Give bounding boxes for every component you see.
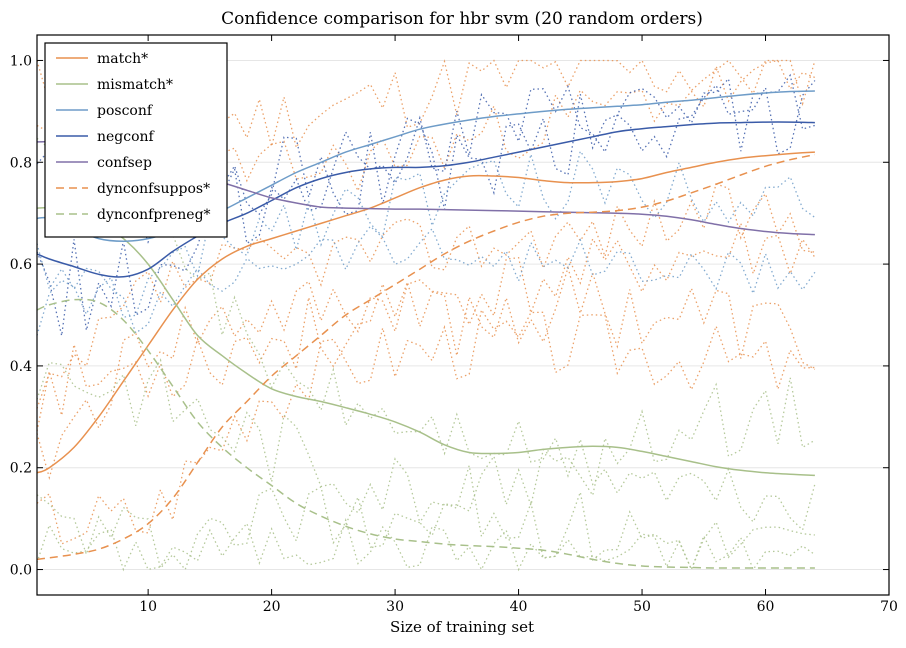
x-tick-label-4: 50 [633,599,651,615]
order-trace-5 [36,308,815,545]
x-tick-label-2: 30 [386,599,404,615]
x-tick-label-3: 40 [510,599,528,615]
legend-label-0: match* [97,51,148,67]
x-tick-label-6: 70 [880,599,898,615]
order-trace-4 [36,265,816,432]
legend-label-6: dynconfpreneg* [97,207,211,223]
x-axis-label: Size of training set [390,618,534,636]
order-trace-3 [36,221,816,480]
legend: match* mismatch* posconf negconf confsep dync… [44,42,228,238]
series-line-5 [36,153,816,561]
legend-label-2: posconf [97,103,154,119]
legend-label-4: confsep [97,155,152,171]
series-line-6 [36,298,815,569]
legend-label-5: dynconfsuppos* [97,181,210,197]
x-tick-label-0: 10 [139,599,157,615]
y-tick-label-2: 0.4 [10,359,32,375]
y-tick-label-1: 0.2 [10,461,32,477]
series-line-3 [36,121,815,278]
order-trace-9 [36,517,816,572]
y-tick-label-5: 1.0 [10,53,32,69]
order-trace-11 [36,80,816,336]
legend-label-1: mismatch* [97,77,173,93]
order-trace-7 [36,358,815,572]
series-line-1 [36,206,815,477]
legend-label-3: negconf [97,129,156,145]
plot-frame [36,34,890,596]
chart-title: Confidence comparison for hbr svm (20 ra… [221,9,703,29]
axis-ticks: 10 20 30 40 50 60 70 0.0 0.2 0.4 0.6 0.8 1.0 [10,35,898,615]
x-tick-label-5: 60 [757,599,775,615]
order-trace-6 [36,125,816,532]
y-tick-label-0: 0.0 [10,563,32,579]
y-tick-label-4: 0.8 [10,155,32,171]
y-tick-label-3: 0.6 [10,257,32,273]
x-tick-label-1: 20 [263,599,281,615]
order-trace-13 [36,225,816,335]
series-line-0 [36,151,815,474]
legend-box [44,42,228,238]
order-trace-8 [36,377,816,571]
